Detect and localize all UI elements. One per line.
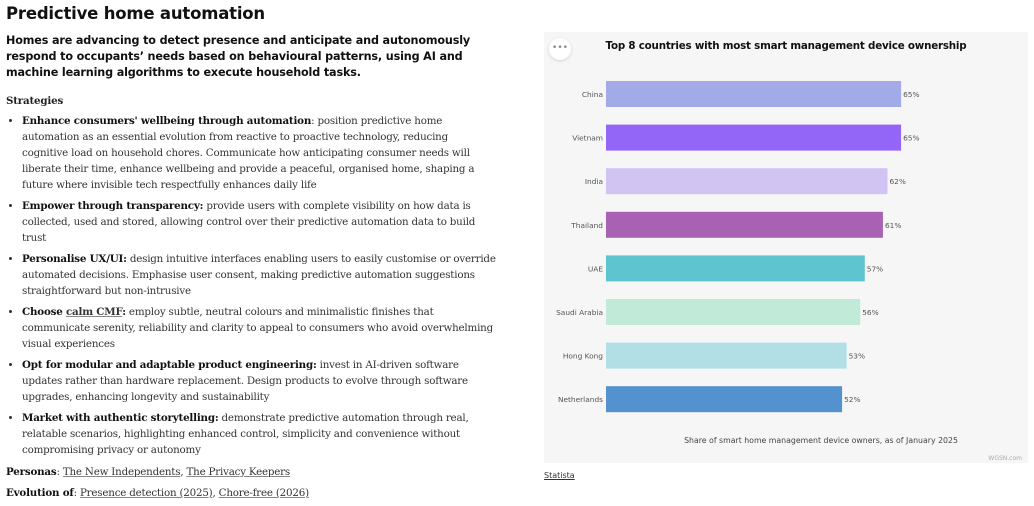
evolution-label: Evolution of xyxy=(6,487,74,499)
item-text: demonstrate predictive automation throug… xyxy=(22,412,469,456)
value-label: 65% xyxy=(903,134,919,143)
value-label: 56% xyxy=(862,308,878,317)
item-text: provide users with complete visibility o… xyxy=(22,200,476,244)
list-item: Personalise UX/UI: design intuitive inte… xyxy=(22,251,496,299)
calm-cmf-link[interactable]: calm CMF xyxy=(65,306,123,318)
category-label: Vietnam xyxy=(572,134,603,143)
bar-china xyxy=(606,81,902,107)
strategies-list: Enhance consumers' wellbeing through aut… xyxy=(6,113,496,458)
more-horizontal-icon[interactable]: ••• xyxy=(549,38,571,60)
article: Predictive home automation Homes are adv… xyxy=(6,4,496,506)
item-lead: Personalise UX/UI: xyxy=(22,253,127,265)
category-label: Netherlands xyxy=(558,395,603,404)
chart-panel: ••• Top 8 countries with most smart mana… xyxy=(544,32,1028,463)
bar-uae xyxy=(606,255,865,282)
watermark: WGSN.com xyxy=(988,455,1022,462)
category-label: Thailand xyxy=(570,221,603,230)
item-text: position predictive home automation as a… xyxy=(22,115,475,191)
bar-vietnam xyxy=(606,124,902,151)
list-item: Choose calm CMF: employ subtle, neutral … xyxy=(22,304,496,352)
list-item: Market with authentic storytelling: demo… xyxy=(22,410,496,458)
item-text: invest in AI-driven software updates rat… xyxy=(22,359,468,403)
item-text: design intuitive interfaces enabling use… xyxy=(22,253,496,297)
value-label: 52% xyxy=(844,395,860,404)
category-label: Hong Kong xyxy=(563,352,603,361)
bar-india xyxy=(606,168,888,195)
item-lead: Market with authentic storytelling: xyxy=(22,412,219,424)
item-lead: Empower through transparency: xyxy=(22,200,204,212)
chart-title: Top 8 countries with most smart manageme… xyxy=(605,40,967,52)
personas-label: Personas xyxy=(6,466,57,478)
category-label: UAE xyxy=(588,264,603,273)
value-label: 57% xyxy=(867,264,883,273)
bar-hong-kong xyxy=(606,342,847,369)
bar-netherlands xyxy=(606,386,843,413)
value-label: 65% xyxy=(903,90,919,99)
category-label: India xyxy=(585,177,603,186)
category-label: Saudi Arabia xyxy=(556,308,603,317)
item-lead: Opt for modular and adaptable product en… xyxy=(22,359,317,371)
bar-chart: China 65% Vietnam 65% India 62% Thailand 61% UAE… xyxy=(556,81,920,413)
list-item: Opt for modular and adaptable product en… xyxy=(22,357,496,405)
evolution-link[interactable]: Chore-free (2026) xyxy=(218,487,309,499)
persona-link[interactable]: The Privacy Keepers xyxy=(186,466,290,478)
strategies-heading: Strategies xyxy=(6,95,64,107)
personas-row: Personas: The New Independents, The Priv… xyxy=(6,466,290,478)
value-label: 62% xyxy=(889,177,905,186)
list-item: Empower through transparency: provide us… xyxy=(22,198,496,246)
bar-saudi-arabia xyxy=(606,299,861,325)
intro-text: Homes are advancing to detect presence a… xyxy=(6,34,471,79)
persona-link[interactable]: The New Independents xyxy=(62,466,181,478)
list-item: Enhance consumers' wellbeing through aut… xyxy=(22,113,496,193)
item-lead: Choose calm CMF: xyxy=(22,306,126,318)
source-link[interactable]: Statista xyxy=(544,471,575,480)
chart-caption: Share of smart home management device ow… xyxy=(684,436,958,445)
value-label: 53% xyxy=(849,352,865,361)
item-lead: Enhance consumers' wellbeing through aut… xyxy=(22,115,312,127)
bar-thailand xyxy=(606,211,883,238)
evolution-row: Evolution of: Presence detection (2025),… xyxy=(6,487,309,499)
evolution-link[interactable]: Presence detection (2025) xyxy=(79,487,213,499)
value-label: 61% xyxy=(885,221,901,230)
page-title: Predictive home automation xyxy=(6,4,265,23)
item-text: employ subtle, neutral colours and minim… xyxy=(22,306,493,350)
category-label: China xyxy=(582,90,603,99)
